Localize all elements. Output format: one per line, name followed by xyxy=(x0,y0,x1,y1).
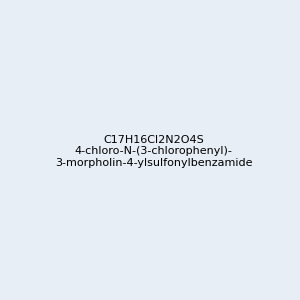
Text: C17H16Cl2N2O4S
4-chloro-N-(3-chlorophenyl)-
3-morpholin-4-ylsulfonylbenzamide: C17H16Cl2N2O4S 4-chloro-N-(3-chloropheny… xyxy=(55,135,253,168)
